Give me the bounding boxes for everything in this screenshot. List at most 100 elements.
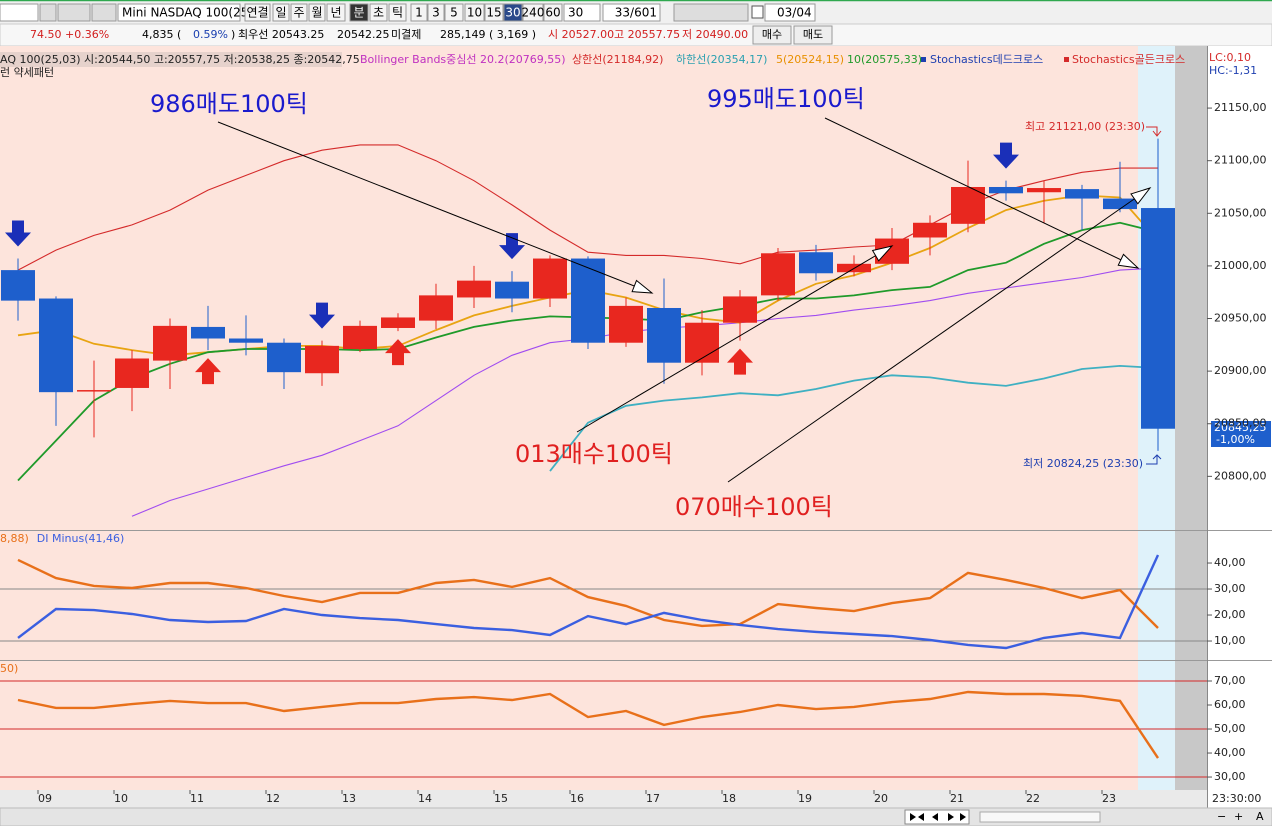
- interval-label[interactable]: 60: [545, 6, 560, 20]
- y-tick-label: 40,00: [1214, 556, 1246, 569]
- interval-label[interactable]: 1: [415, 6, 423, 20]
- interval-label[interactable]: 240: [522, 6, 545, 20]
- candle-body: [1027, 188, 1061, 193]
- period-button[interactable]: [388, 3, 407, 22]
- period-button[interactable]: [369, 3, 388, 22]
- high: 고 20557.75: [614, 28, 680, 41]
- legend-hc: HC:-1,31: [1209, 64, 1257, 77]
- candle-body: [571, 258, 605, 343]
- interval-button[interactable]: [444, 3, 464, 22]
- interval-label[interactable]: 30: [505, 6, 520, 20]
- annotation-lines: [217, 117, 1152, 483]
- y-tick-label: 40,00: [1214, 746, 1246, 759]
- buy-signal: [195, 358, 221, 385]
- annotation: 070매수100틱: [675, 493, 833, 521]
- sell-label[interactable]: 매도: [803, 28, 823, 41]
- y-tick-label: 20950,00: [1214, 312, 1267, 325]
- symbol[interactable]: Mini NASDAQ 100(25.0: [122, 6, 260, 20]
- x-tick-label: 16: [570, 792, 584, 805]
- period-label[interactable]: 년: [330, 6, 341, 20]
- annotation: 013매수100틱: [515, 440, 673, 468]
- candle-body: [191, 326, 225, 339]
- x-tick-label: 14: [418, 792, 432, 805]
- period-label[interactable]: 월: [311, 6, 322, 20]
- buy-label[interactable]: 매수: [762, 28, 782, 41]
- candle-body: [1103, 198, 1137, 210]
- sell-signal: [499, 233, 525, 260]
- position: 33/601: [615, 6, 657, 20]
- y-tick-label: 21000,00: [1214, 259, 1267, 272]
- legend-stoch-dead: Stochastics데드크로스: [930, 53, 1043, 66]
- indicator-line: [17, 690, 1159, 759]
- series-label: 8,88): [0, 532, 29, 545]
- indicator-line: [131, 267, 1159, 517]
- candle-body: [913, 222, 947, 238]
- period-button[interactable]: [272, 3, 290, 22]
- zoom-minus[interactable]: −: [1217, 810, 1226, 823]
- nav-buttons[interactable]: − +: [904, 809, 1243, 825]
- y-tick-label: 20800,00: [1214, 469, 1267, 482]
- volume-close: ): [231, 28, 235, 41]
- interval-button[interactable]: [543, 3, 563, 22]
- volume-pct: 0.59%: [193, 28, 228, 41]
- y-tick-label: 50,00: [1214, 722, 1246, 735]
- sell-button[interactable]: [793, 25, 833, 45]
- y-tick-label: 21150,00: [1214, 101, 1267, 114]
- period-button[interactable]: [244, 3, 271, 22]
- x-tick-label: 10: [114, 792, 128, 805]
- interval-button[interactable]: [464, 3, 485, 22]
- indicator-line: [17, 558, 1159, 629]
- period-label[interactable]: 초: [373, 6, 384, 20]
- annotation: 986매도100틱: [150, 90, 308, 118]
- candle-body: [533, 258, 567, 299]
- interval-button[interactable]: [410, 3, 428, 22]
- interval-button[interactable]: [522, 3, 544, 22]
- zoom-plus[interactable]: +: [1234, 810, 1243, 823]
- buy-signal: [727, 348, 753, 375]
- buy-signal: [385, 339, 411, 366]
- period-button[interactable]: [349, 3, 369, 22]
- indicator-line: [549, 364, 1159, 472]
- y-tick-label: 21100,00: [1214, 154, 1267, 167]
- period-button[interactable]: [290, 3, 308, 22]
- legend-upper: 상한선(21184,92): [572, 53, 663, 66]
- interval-label[interactable]: 15: [486, 6, 501, 20]
- buy-button[interactable]: [752, 25, 792, 45]
- x-tick-label: 22: [1026, 792, 1040, 805]
- interval-button[interactable]: [503, 3, 523, 22]
- period-label[interactable]: 틱: [392, 6, 403, 20]
- best-bid: 20542.25: [337, 28, 390, 41]
- x-tick-label: 11: [190, 792, 204, 805]
- count[interactable]: 30: [568, 6, 583, 20]
- x-tick-label: 19: [798, 792, 812, 805]
- period-label[interactable]: 분: [353, 6, 364, 20]
- change: 74.50: [30, 28, 62, 41]
- candle-body: [799, 252, 833, 274]
- period-label[interactable]: 주: [293, 6, 304, 20]
- interval-label[interactable]: 10: [467, 6, 482, 20]
- volume: 4,835 (: [142, 28, 181, 41]
- y-tick-label: 20900,00: [1214, 364, 1267, 377]
- interval-button[interactable]: [427, 3, 445, 22]
- interval-button[interactable]: [484, 3, 504, 22]
- last-change: -1,00%: [1216, 433, 1255, 446]
- date[interactable]: 03/04: [777, 6, 812, 20]
- interval-label[interactable]: 3: [432, 6, 440, 20]
- period-label[interactable]: 연결: [246, 6, 268, 20]
- zoom-label[interactable]: A: [1256, 810, 1264, 823]
- open: 시 20527.00: [548, 28, 614, 41]
- candle-body: [457, 280, 491, 298]
- interval-label[interactable]: 5: [450, 6, 458, 20]
- best-ask: 최우선 20543.25: [238, 28, 324, 41]
- y-tick-label: 10,00: [1214, 634, 1246, 647]
- y-tick-label: 70,00: [1214, 674, 1246, 687]
- y-tick-label: 60,00: [1214, 698, 1246, 711]
- series-label: 50): [0, 662, 18, 675]
- period-label[interactable]: 일: [275, 6, 286, 20]
- x-tick-label: 18: [722, 792, 736, 805]
- candle-body: [647, 307, 681, 363]
- candle-body: [989, 186, 1023, 194]
- period-button[interactable]: [326, 3, 346, 22]
- period-button[interactable]: [308, 3, 326, 22]
